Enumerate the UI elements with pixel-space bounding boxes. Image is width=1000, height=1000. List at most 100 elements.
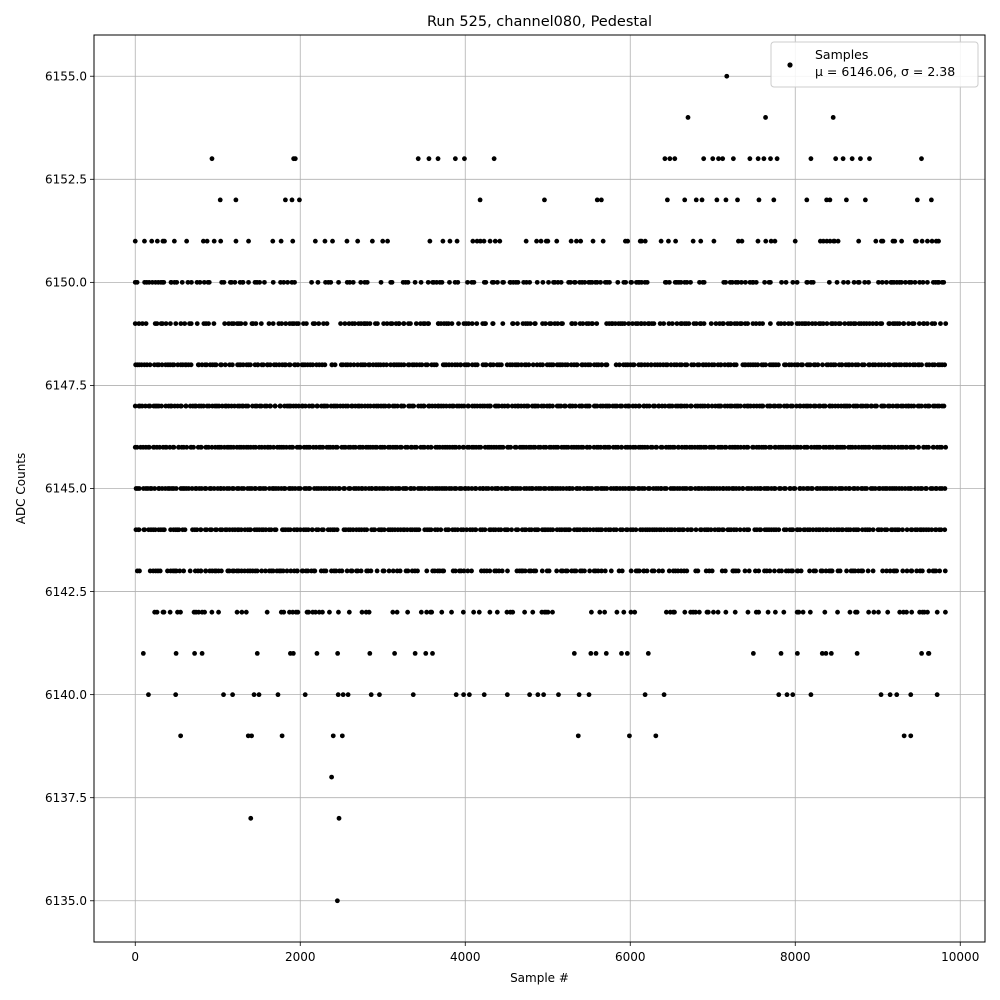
data-point xyxy=(693,609,698,615)
data-point xyxy=(614,403,620,409)
data-point xyxy=(381,486,387,491)
data-point xyxy=(350,527,356,533)
data-point xyxy=(543,486,548,491)
data-point xyxy=(828,651,834,656)
data-point xyxy=(763,238,769,244)
data-point xyxy=(587,362,593,368)
data-point xyxy=(735,197,740,203)
data-point xyxy=(939,444,944,450)
data-point xyxy=(449,609,454,615)
data-point xyxy=(206,444,211,450)
x-tick-label: 10000 xyxy=(941,950,979,964)
data-point xyxy=(728,362,734,368)
data-point xyxy=(161,609,167,615)
data-point xyxy=(824,321,830,326)
data-point xyxy=(359,609,365,615)
data-point xyxy=(919,362,924,368)
data-point xyxy=(658,486,664,491)
data-point xyxy=(921,321,927,326)
data-point xyxy=(723,444,729,450)
data-point xyxy=(283,362,289,368)
data-point xyxy=(663,609,669,615)
data-point xyxy=(320,609,325,615)
data-point xyxy=(453,692,459,698)
data-point xyxy=(401,362,407,368)
data-point xyxy=(649,444,655,450)
data-point xyxy=(899,238,905,244)
data-point xyxy=(336,815,342,821)
data-point xyxy=(263,527,269,533)
data-point xyxy=(534,238,539,244)
data-point xyxy=(132,403,138,409)
data-point xyxy=(539,568,545,574)
data-point xyxy=(644,279,650,285)
data-point xyxy=(785,403,790,409)
data-point xyxy=(627,733,632,739)
data-point xyxy=(211,238,217,244)
data-point xyxy=(908,486,914,491)
data-point xyxy=(435,156,441,162)
data-point xyxy=(756,568,762,574)
data-point xyxy=(143,321,149,326)
data-point xyxy=(306,609,312,615)
data-point xyxy=(607,279,612,285)
data-point xyxy=(550,403,555,409)
data-point xyxy=(884,279,889,285)
x-axis-title: Sample # xyxy=(510,971,569,985)
data-point xyxy=(530,486,535,491)
data-point xyxy=(758,527,764,533)
data-point xyxy=(666,321,672,326)
data-point xyxy=(310,403,316,409)
data-point xyxy=(384,362,389,368)
data-point xyxy=(283,197,288,203)
data-point xyxy=(481,692,487,698)
data-point xyxy=(807,362,813,368)
data-point xyxy=(477,197,483,203)
data-point xyxy=(932,321,938,326)
data-point xyxy=(422,486,428,491)
data-point xyxy=(556,692,561,698)
data-point xyxy=(790,527,796,533)
data-point xyxy=(579,403,585,409)
y-tick-label: 6155.0 xyxy=(45,69,87,83)
data-point xyxy=(527,321,533,326)
data-point xyxy=(189,486,195,491)
data-point xyxy=(292,279,297,285)
data-point xyxy=(807,609,813,615)
data-point xyxy=(515,527,521,533)
data-point xyxy=(739,238,745,244)
data-point xyxy=(491,156,497,162)
data-point xyxy=(636,568,642,574)
data-point xyxy=(243,609,249,615)
data-point xyxy=(418,279,424,285)
data-point xyxy=(254,568,260,574)
data-point xyxy=(856,279,862,285)
data-point xyxy=(599,527,605,533)
data-point xyxy=(424,568,430,574)
data-point xyxy=(554,568,560,574)
data-point xyxy=(381,527,387,533)
data-point xyxy=(546,568,552,574)
data-point xyxy=(221,692,226,698)
data-point xyxy=(428,444,434,450)
data-point xyxy=(941,403,947,409)
data-point xyxy=(358,279,364,285)
data-point xyxy=(548,321,554,326)
data-point xyxy=(721,321,726,326)
data-point xyxy=(426,156,432,162)
data-point xyxy=(637,403,642,409)
data-point xyxy=(669,321,675,326)
data-point xyxy=(322,362,328,368)
data-point xyxy=(413,321,419,326)
data-point xyxy=(714,197,720,203)
data-point xyxy=(619,444,625,450)
data-point xyxy=(912,279,918,285)
data-point xyxy=(796,609,802,615)
data-point xyxy=(567,527,573,533)
data-point xyxy=(783,527,789,533)
data-point xyxy=(934,692,940,698)
data-point xyxy=(519,362,524,368)
data-point xyxy=(666,238,671,244)
data-point xyxy=(753,279,759,285)
data-point xyxy=(900,568,906,574)
